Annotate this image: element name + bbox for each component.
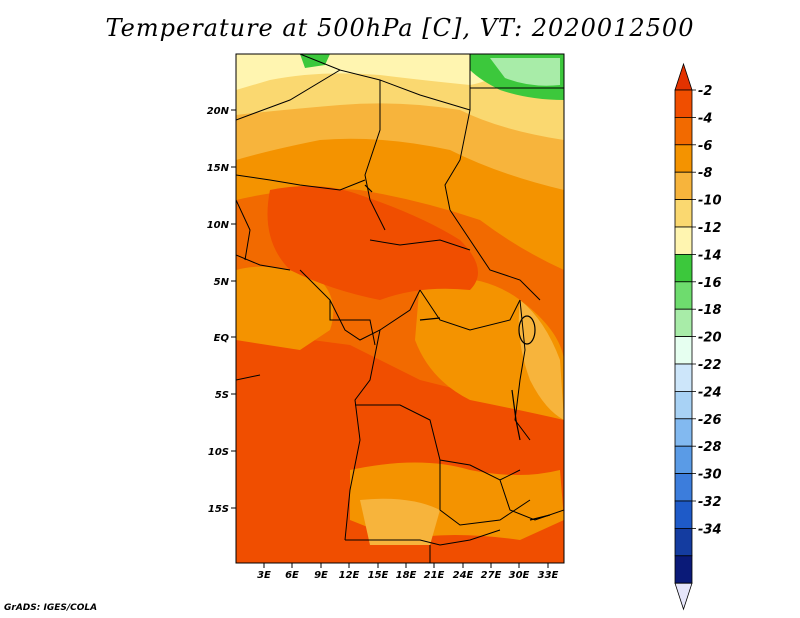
colorbar-label: -20 <box>698 331 722 346</box>
lon-tick-label: 30E <box>509 570 530 581</box>
colorbar-segment <box>674 445 693 475</box>
colorbar-segment <box>674 117 693 146</box>
colorbar-label: -22 <box>698 358 722 373</box>
lon-axis <box>263 563 549 568</box>
credit-label: GrADS: IGES/COLA <box>4 603 98 613</box>
lon-tick-label: 33E <box>538 570 559 581</box>
colorbar-label: -18 <box>698 303 722 318</box>
colorbar-label: -14 <box>698 248 722 263</box>
temperature-field <box>236 54 564 563</box>
colorbar-segment <box>674 199 693 228</box>
lon-tick-label: 6E <box>285 570 299 581</box>
lat-tick-label: 10N <box>207 220 230 231</box>
lat-tick-label: 15N <box>207 163 230 174</box>
lat-tick-label: 10S <box>208 447 229 458</box>
map-frame <box>235 53 565 564</box>
colorbar-label: -4 <box>698 111 712 126</box>
colorbar-segment <box>674 171 693 200</box>
colorbar-label: -34 <box>698 522 722 537</box>
colorbar-segment <box>674 281 693 310</box>
lat-tick-label: 15S <box>208 504 229 515</box>
colorbar-bottom-triangle <box>674 582 693 611</box>
colorbar-segment <box>674 336 693 365</box>
lon-tick-label: 15E <box>368 570 389 581</box>
chart-title: Temperature at 500hPa [C], VT: 202001250… <box>105 14 695 42</box>
colorbar-label: -6 <box>698 139 712 154</box>
colorbar-label: -16 <box>698 276 722 291</box>
lakes <box>364 184 551 521</box>
country-borders <box>236 54 564 563</box>
colorbar-segment <box>674 418 693 447</box>
colorbar-segment <box>674 363 693 392</box>
colorbar-label: -2 <box>698 84 712 99</box>
colorbar-label: -28 <box>698 440 722 455</box>
lat-tick-label: 5N <box>214 277 230 288</box>
colorbar: -2 -4 -6 -8 -10 -12 -14 -16 -18 -20 -22 -24 -26 -28 -3… <box>674 62 722 611</box>
lat-axis <box>231 109 236 509</box>
lat-tick-label: 5S <box>215 390 229 401</box>
colorbar-segment <box>674 89 693 118</box>
lon-tick-label: 27E <box>481 570 502 581</box>
lon-tick-label: 12E <box>339 570 360 581</box>
colorbar-label: -8 <box>698 166 712 181</box>
colorbar-segment <box>674 473 693 502</box>
colorbar-segment <box>674 500 693 529</box>
lat-tick-label: 20N <box>207 106 230 117</box>
colorbar-segment <box>674 308 693 338</box>
lon-tick-label: 24E <box>453 570 474 581</box>
lat-tick-label: EQ <box>214 333 230 344</box>
colorbar-segment <box>674 253 693 283</box>
lon-tick-label: 18E <box>396 570 417 581</box>
colorbar-segment <box>674 390 693 420</box>
colorbar-label: -30 <box>698 468 722 483</box>
lon-tick-label: 9E <box>314 570 328 581</box>
colorbar-label: -10 <box>698 194 722 209</box>
colorbar-label: -12 <box>698 221 722 236</box>
colorbar-label: -26 <box>698 413 722 428</box>
colorbar-top-triangle <box>674 62 693 91</box>
colorbar-segment <box>674 555 693 584</box>
colorbar-label: -32 <box>698 495 722 510</box>
lon-tick-label: 3E <box>257 570 271 581</box>
colorbar-segment <box>674 226 693 255</box>
colorbar-label: -24 <box>698 385 722 400</box>
colorbar-segment <box>674 528 693 557</box>
lon-tick-label: 21E <box>424 570 445 581</box>
colorbar-segment <box>674 144 693 173</box>
